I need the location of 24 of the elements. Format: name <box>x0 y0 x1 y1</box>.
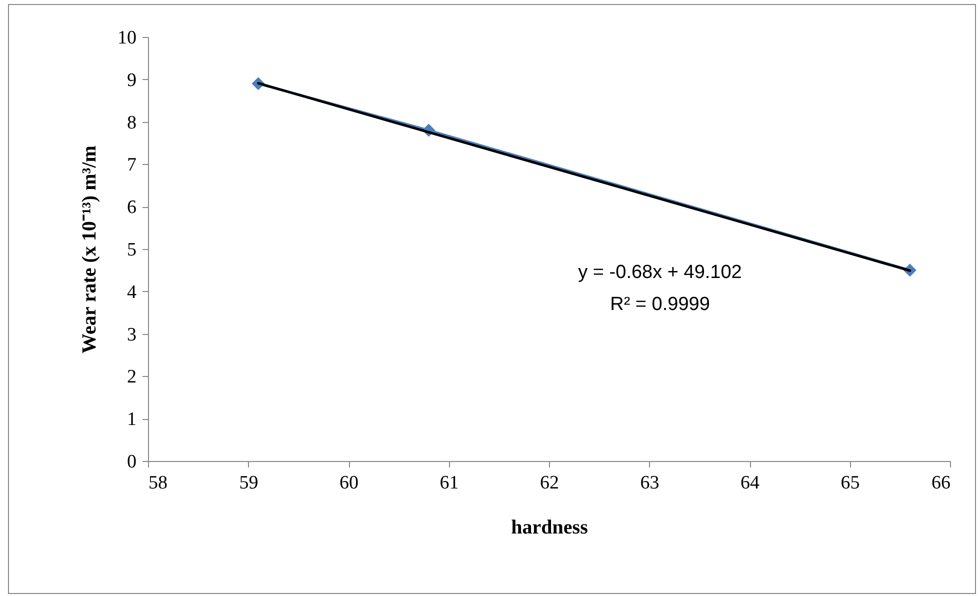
y-tick-label: 3 <box>127 324 136 346</box>
y-tick-label: 1 <box>127 409 136 430</box>
annotation: R² = 0.9999 <box>610 294 710 315</box>
y-tick-label: 8 <box>127 112 136 134</box>
x-tick-label: 65 <box>840 472 860 494</box>
x-tick-label: 60 <box>340 472 358 494</box>
y-tick-label: 2 <box>127 366 136 388</box>
x-tick-label: 61 <box>440 472 459 494</box>
y-tick-label: 9 <box>127 70 136 91</box>
x-tick-label: 64 <box>740 472 760 494</box>
annotation: y = -0.68x + 49.102 <box>578 262 742 283</box>
x-tick-label: 63 <box>640 472 660 494</box>
x-axis-title: hardness <box>511 516 588 538</box>
y-axis-title: Wear rate (x 10⁻¹³) m³/m <box>78 145 100 354</box>
y-tick-label: 4 <box>127 282 137 303</box>
y-tick-label: 6 <box>127 197 136 218</box>
y-tick-label: 7 <box>127 154 136 176</box>
x-tick-label: 58 <box>148 472 168 494</box>
y-tick-label: 10 <box>118 28 136 48</box>
y-tick-label: 5 <box>127 240 136 260</box>
y-tick-label: 0 <box>127 452 136 472</box>
x-tick-label: 62 <box>540 472 559 494</box>
x-tick-label: 59 <box>239 472 258 494</box>
x-tick-label: 66 <box>932 472 950 494</box>
